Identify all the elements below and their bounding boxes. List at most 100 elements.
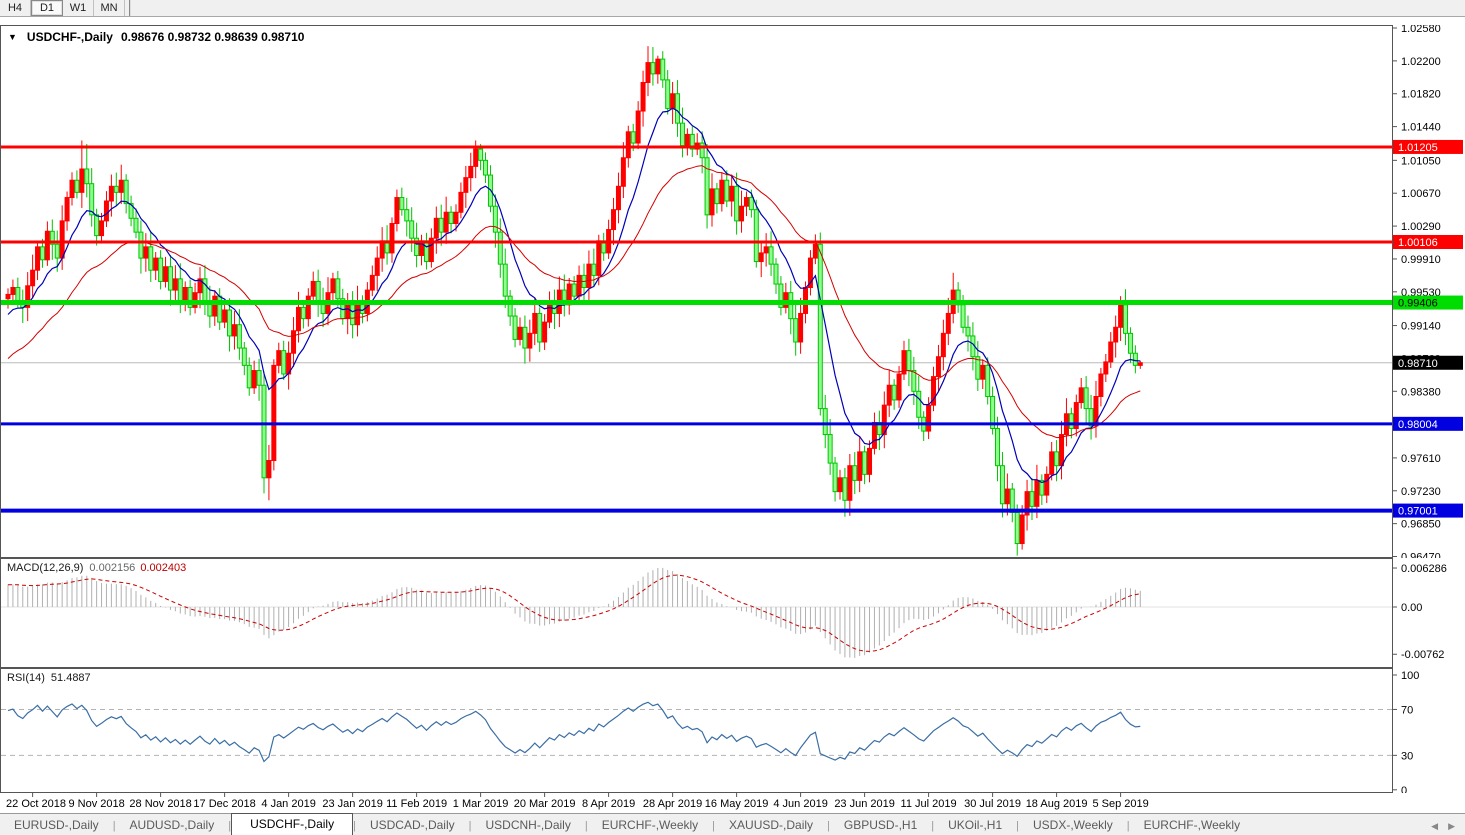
tab-separator: | <box>1016 820 1019 832</box>
bull-candle <box>1049 451 1055 475</box>
chart-top-strip <box>0 17 1465 42</box>
bull-candle <box>847 465 853 501</box>
bear-candle <box>74 179 80 193</box>
bull-candle <box>1059 434 1065 467</box>
bear-candle <box>773 263 779 285</box>
main-chart-canvas[interactable]: 1.02580 1.02200 1.01820 1.01440 1.01050 1.006… <box>0 25 1465 558</box>
timeframe-button-w1[interactable]: W1 <box>63 0 94 16</box>
bull-candle <box>345 304 351 320</box>
date-axis[interactable]: 22 Oct 2018 9 Nov 2018 28 Nov 2018 17 Dec 2… <box>0 793 1465 813</box>
bear-candle <box>975 356 981 380</box>
tab-separator: | <box>712 820 716 832</box>
tab-scroll-left-icon[interactable]: ◀ <box>1431 821 1439 831</box>
bear-candle <box>123 179 129 205</box>
bull-candle <box>394 197 400 224</box>
bear-candle <box>665 79 671 109</box>
bull-candle <box>743 197 749 207</box>
tab-gbpusd-h1[interactable]: GBPUSD-,H1 <box>843 818 918 832</box>
tab-eurchf-weekly[interactable]: EURCHF-,Weekly <box>1143 818 1241 832</box>
bear-candle <box>911 370 917 392</box>
bull-candle <box>1098 373 1104 397</box>
bear-candle <box>788 292 794 320</box>
bear-candle <box>512 315 518 340</box>
bull-candle <box>586 263 592 289</box>
price-tick-label: 1.00670 <box>1401 188 1441 200</box>
bear-candle <box>423 240 429 263</box>
bear-candle <box>753 209 759 263</box>
bull-candle <box>620 157 626 187</box>
bear-candle <box>842 477 848 501</box>
main-chart-panel[interactable]: 1.02580 1.02200 1.01820 1.01440 1.01050 1.006… <box>0 25 1465 558</box>
rsi-label: RSI(14) <box>7 672 45 684</box>
price-tick-label: 1.01050 <box>1401 155 1441 167</box>
bear-candle <box>138 231 144 259</box>
bull-candle <box>709 188 715 216</box>
tab-usdcad-daily[interactable]: USDCAD-,Daily <box>369 818 455 832</box>
bull-candle <box>1093 395 1099 427</box>
price-tick-label: 0.96470 <box>1401 552 1441 558</box>
tab-usdchf-daily[interactable]: USDCHF-,Daily <box>231 813 354 835</box>
bear-candle <box>960 304 966 328</box>
tab-separator: | <box>353 820 356 832</box>
bear-candle <box>1088 408 1094 427</box>
bull-candle <box>635 110 641 144</box>
price-tick-label: 1.00290 <box>1401 221 1441 233</box>
macd-canvas[interactable]: 0.006286 0.00 -0.00762 <box>0 558 1465 668</box>
bear-candle <box>714 188 720 205</box>
bull-candle <box>1078 387 1084 404</box>
bear-candle <box>704 157 710 216</box>
bear-candle <box>591 263 597 276</box>
bull-candle <box>901 350 907 375</box>
tab-scroll-right-icon[interactable]: ▶ <box>1448 821 1455 831</box>
bear-candle <box>497 231 503 265</box>
bull-candle <box>103 200 109 222</box>
bull-candle <box>980 364 986 380</box>
bull-candle <box>458 191 464 213</box>
bear-candle <box>965 326 971 337</box>
tab-ukoil-h1[interactable]: UKOil-,H1 <box>948 818 1003 832</box>
bull-candle <box>389 222 395 254</box>
bear-candle <box>227 309 233 337</box>
bear-candle <box>84 168 90 185</box>
tab-eurchf-weekly[interactable]: EURCHF-,Weekly <box>601 818 699 832</box>
bull-candle <box>896 373 902 401</box>
tab-usdcnh-daily[interactable]: USDCNH-,Daily <box>485 818 571 832</box>
rsi-line <box>7 701 1141 763</box>
chart-ohlc-values: 0.98676 0.98732 0.98639 0.98710 <box>120 30 305 44</box>
date-axis-canvas[interactable]: 22 Oct 2018 9 Nov 2018 28 Nov 2018 17 Dec 2… <box>0 793 1465 813</box>
bull-candle <box>30 269 36 287</box>
bull-candle <box>935 356 941 378</box>
bear-candle <box>1014 511 1020 545</box>
date-tick-label: 9 Nov 2018 <box>68 798 124 810</box>
bull-candle <box>812 243 818 259</box>
tab-xauusd-daily[interactable]: XAUUSD-,Daily <box>729 818 814 832</box>
timeframe-button-h4[interactable]: H4 <box>0 0 31 16</box>
bull-candle <box>625 131 631 159</box>
symbol-dropdown-icon[interactable]: ▼ <box>8 32 17 42</box>
bull-candle <box>532 312 538 334</box>
bear-candle <box>522 326 528 349</box>
timeframe-button-mn[interactable]: MN <box>94 0 125 16</box>
bull-candle <box>1073 402 1079 429</box>
bull-candle <box>212 295 218 317</box>
date-tick-label: 8 Apr 2019 <box>582 798 635 810</box>
timeframe-button-d1[interactable]: D1 <box>31 0 63 16</box>
bear-candle <box>404 209 410 222</box>
bear-candle <box>167 266 173 291</box>
bear-candle <box>202 278 208 302</box>
bear-candle <box>985 364 991 397</box>
tab-usdx-weekly[interactable]: USDX-,Weekly <box>1032 818 1113 832</box>
rsi-axis-label: 70 <box>1401 704 1413 716</box>
bull-candle <box>1024 491 1030 516</box>
tab-audusd-daily[interactable]: AUDUSD-,Daily <box>129 818 215 832</box>
bear-candle <box>916 390 922 418</box>
bull-candle <box>374 257 380 276</box>
rsi-canvas[interactable]: 100 70 30 0 <box>0 668 1465 793</box>
bull-candle <box>615 185 621 211</box>
tab-eurusd-daily[interactable]: EURUSD-,Daily <box>14 818 99 832</box>
bear-candle <box>537 312 543 343</box>
date-tick-label: 20 Mar 2019 <box>514 798 576 810</box>
macd-panel[interactable]: 0.006286 0.00 -0.00762 <box>0 558 1465 668</box>
rsi-panel[interactable]: 100 70 30 0 <box>0 668 1465 793</box>
